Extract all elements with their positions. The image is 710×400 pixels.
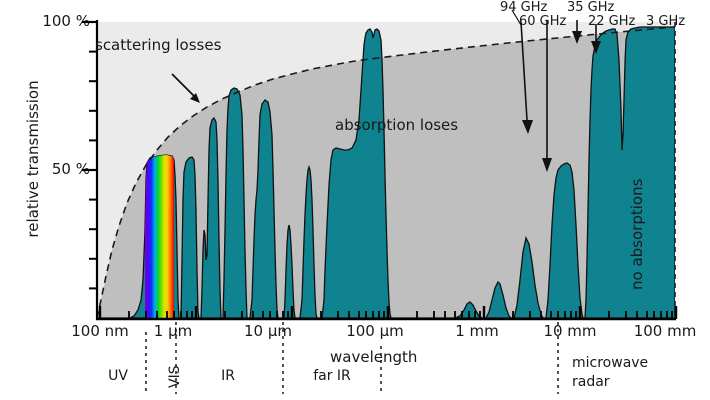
plot-canvas bbox=[82, 9, 678, 321]
band-divider-canvas bbox=[145, 322, 559, 394]
scattering-losses-arrow bbox=[171, 73, 200, 103]
x-axis-label: wavelength bbox=[330, 348, 418, 366]
band-label-far-ir: far IR bbox=[313, 368, 351, 384]
ghz-60-label: 60 GHz bbox=[519, 14, 567, 29]
transmission-curve bbox=[97, 26, 675, 318]
ghz-60-arrow bbox=[542, 20, 552, 172]
ghz-3-label: 3 GHz bbox=[646, 14, 686, 29]
ghz-94-arrow bbox=[520, 21, 533, 134]
band-label-ir: IR bbox=[221, 368, 235, 384]
ghz-35-label: 35 GHz bbox=[567, 0, 615, 15]
ghz-22-label: 22 GHz bbox=[588, 14, 636, 29]
ghz-94-leader bbox=[511, 9, 522, 26]
visible-spectrum-gradient bbox=[145, 155, 174, 318]
x-tick-minor-group bbox=[128, 311, 673, 319]
ghz-22-arrow bbox=[591, 24, 601, 54]
x-tick-label-10um: 10 µm bbox=[243, 322, 292, 340]
x-tick-label-10mm: 10 mm bbox=[543, 322, 597, 340]
band-label-uv: UV bbox=[108, 368, 128, 384]
band-label-radar: radar bbox=[572, 374, 610, 390]
annotation-no-absorptions: no absorptions bbox=[628, 178, 646, 290]
x-tick-major-group bbox=[98, 306, 678, 319]
band-label-microwave: microwave bbox=[572, 355, 649, 371]
ghz-94-label: 94 GHz bbox=[500, 0, 548, 15]
y-tick-minor-group bbox=[89, 50, 97, 290]
annotation-absorption-losses: absorption loses bbox=[335, 116, 459, 134]
ghz-35-arrow bbox=[572, 20, 582, 44]
scattering-envelope-dashed bbox=[97, 26, 675, 318]
x-tick-label-100mm: 100 mm bbox=[633, 322, 697, 340]
x-tick-label-100nm: 100 nm bbox=[71, 322, 129, 340]
annotation-scattering-losses: scattering losses bbox=[95, 36, 222, 54]
x-tick-label-1um: 1 µm bbox=[153, 322, 193, 340]
y-tick-label-50: 50 % bbox=[51, 160, 90, 178]
x-tick-label-100um: 100 µm bbox=[346, 322, 404, 340]
x-tick-label-1mm: 1 mm bbox=[455, 322, 499, 340]
y-tick-label-100: 100 % bbox=[42, 12, 90, 30]
